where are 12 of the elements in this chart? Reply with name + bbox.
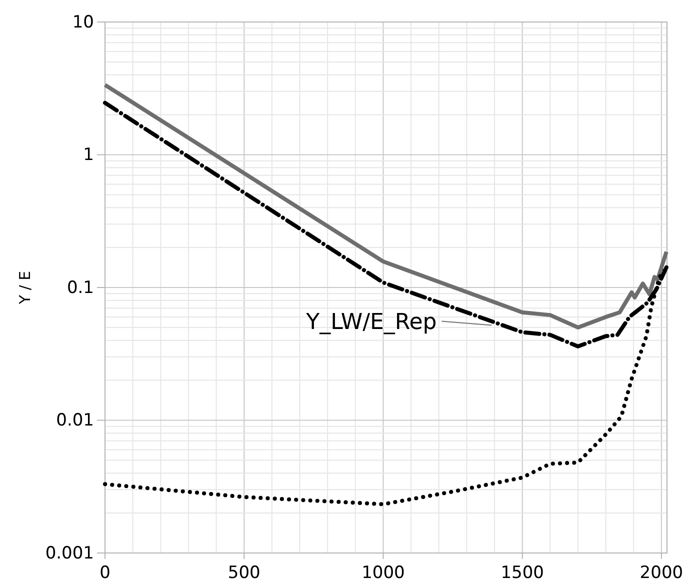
y-tick-label: 0.001 xyxy=(45,543,94,564)
y-tick-label: 0.1 xyxy=(66,278,94,298)
x-tick-label: 1000 xyxy=(362,563,405,584)
y-axis-title: Y / E xyxy=(16,270,34,306)
y-tick-label: 0.01 xyxy=(56,410,94,431)
x-tick-label: 500 xyxy=(228,563,260,584)
annotation: Y_LW/E_Rep xyxy=(305,310,437,336)
y-tick-label: 1 xyxy=(83,145,94,166)
y-tick-label: 10 xyxy=(72,12,94,32)
x-tick-label: 2000 xyxy=(640,563,684,584)
x-tick-label: 1500 xyxy=(500,563,544,584)
x-tick-label: 0 xyxy=(100,563,110,584)
